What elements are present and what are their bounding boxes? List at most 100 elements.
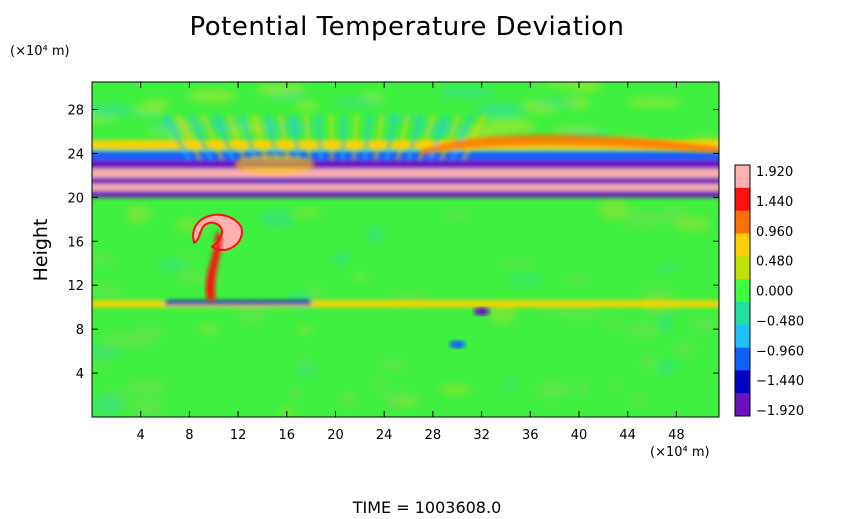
texture-patch (534, 99, 578, 106)
wave-streak (352, 114, 359, 161)
x-tick-label: 16 (279, 428, 296, 443)
y-axis-label: Height (30, 219, 52, 282)
texture-patch (294, 101, 319, 112)
texture-patch (367, 225, 384, 245)
texture-patch (563, 274, 592, 285)
band (92, 168, 719, 178)
x-tick-label: 32 (473, 428, 490, 443)
band (92, 184, 719, 191)
texture-patch (198, 325, 220, 334)
colorbar-label: −1.440 (756, 374, 804, 389)
texture-patch (535, 379, 572, 400)
texture-patch (445, 210, 469, 222)
colorbar-label: 0.960 (756, 225, 793, 240)
texture-patch (542, 82, 599, 89)
colorbar-segment (735, 301, 750, 326)
wave-streak (407, 114, 423, 161)
time-footer: TIME = 1003608.0 (352, 498, 502, 517)
texture-patch (131, 398, 165, 416)
plot-area (92, 82, 719, 417)
x-tick-label: 20 (327, 428, 344, 443)
texture-patch (331, 252, 352, 266)
texture-patch (657, 263, 682, 271)
texture-patch (257, 83, 304, 97)
colorbar-segment (735, 256, 750, 280)
texture-patch (280, 406, 295, 417)
texture-patch (640, 353, 657, 371)
texture-patch (484, 123, 537, 134)
wave-streak (202, 114, 224, 161)
deep-blob (473, 307, 490, 316)
texture-patch (139, 339, 156, 348)
wave-streak (176, 114, 202, 161)
wave-streak (265, 114, 279, 161)
texture-patch (489, 302, 517, 324)
texture-patch (599, 199, 630, 220)
texture-patch (627, 97, 682, 108)
texture-patch (156, 259, 186, 271)
colorbar-segment (735, 393, 750, 417)
texture-patch (624, 320, 660, 340)
texture-patch (298, 325, 314, 335)
texture-patch (134, 103, 168, 115)
texture-patch (175, 252, 199, 260)
texture-patch (383, 390, 411, 405)
texture-patch (339, 390, 357, 408)
texture-patch (657, 359, 677, 376)
warm-sheet (420, 134, 719, 156)
texture-patch (677, 216, 710, 232)
wave-cluster (234, 154, 315, 175)
texture-patch (576, 380, 589, 397)
colorbar-label: −1.920 (756, 404, 804, 419)
texture-patch (658, 313, 674, 334)
wave-streak (278, 114, 290, 161)
texture-patch (92, 282, 102, 294)
colorbar-label: 0.000 (756, 285, 793, 300)
colorbar-segment (735, 187, 750, 212)
x-tick-label: 48 (668, 428, 685, 443)
y-axis: 4 8 12 16 20 24 28 (67, 103, 719, 382)
plume-stem (205, 232, 222, 301)
wave-streak (329, 114, 334, 161)
texture-patch (378, 359, 408, 371)
texture-patch (92, 362, 112, 370)
wave-streak (291, 114, 301, 161)
y-axis-unit: (×10⁴ m) (10, 44, 70, 59)
colorbar-segment (735, 347, 750, 371)
texture-patch (169, 119, 200, 129)
y-tick-label: 28 (67, 103, 84, 118)
colorbar-frame (734, 164, 751, 417)
wave-streak (189, 114, 213, 161)
texture-patch (475, 102, 526, 118)
texture-patch (500, 380, 519, 388)
texture-patch (92, 346, 121, 359)
colorbar-segment (735, 370, 750, 394)
wave-streak (253, 114, 268, 161)
texture-patch (92, 104, 135, 118)
texture-patch (332, 98, 384, 106)
x-tick-label: 8 (185, 428, 193, 443)
band (92, 151, 719, 160)
colorbar-segment (735, 324, 750, 349)
y-tick-label: 20 (67, 191, 84, 206)
texture-patch (636, 287, 675, 297)
band (165, 300, 312, 305)
colorbar-segment (735, 233, 750, 257)
plot-frame (91, 81, 720, 418)
texture-patch (261, 119, 315, 136)
texture-patch (292, 209, 322, 217)
texture-patch (144, 329, 170, 336)
x-tick-label: 4 (137, 428, 145, 443)
wave-streaks (163, 114, 719, 161)
texture-patch (368, 379, 391, 390)
wave-streak (240, 114, 257, 161)
x-tick-label: 44 (619, 428, 636, 443)
texture-patch (437, 87, 496, 98)
wave-streak (396, 114, 410, 161)
colorbar: 1.920 1.440 0.960 0.480 0.000 −0.480 −0.960 −1.… (734, 164, 804, 419)
texture-patch (125, 378, 167, 397)
wave-streak (316, 114, 323, 161)
texture-patch (379, 115, 422, 122)
y-tick-label: 4 (76, 367, 84, 382)
